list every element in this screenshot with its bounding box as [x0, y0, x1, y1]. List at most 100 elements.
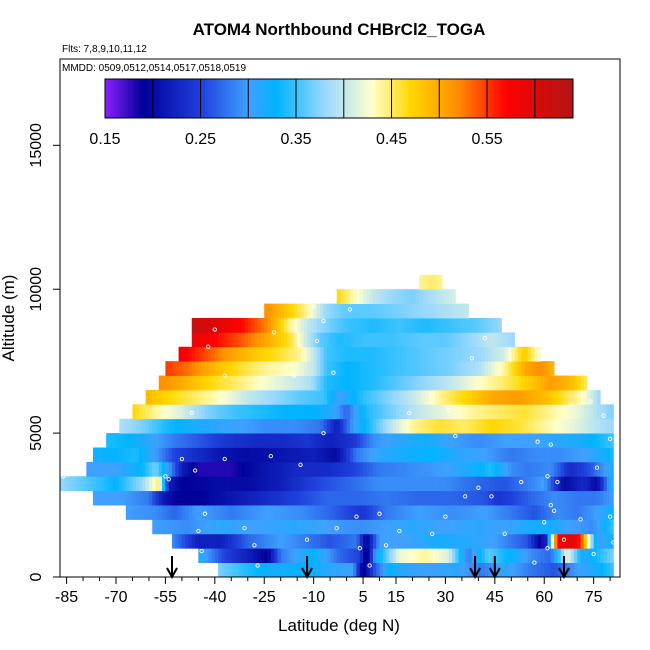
heatmap-cell [425, 562, 430, 578]
heatmap-cell [382, 490, 387, 506]
heatmap-cell [224, 533, 229, 549]
heatmap-cell [132, 461, 137, 477]
heatmap-cell [560, 533, 565, 549]
heatmap-cell [376, 461, 380, 477]
heatmap-cell [310, 461, 315, 477]
heatmap-cell [280, 361, 285, 376]
heatmap-cell [405, 361, 410, 376]
heatmap-cell [135, 433, 140, 448]
heatmap-cell [428, 548, 433, 564]
heatmap-cell [438, 274, 443, 290]
heatmap-cell [471, 505, 476, 520]
heatmap-cell [290, 361, 295, 376]
heatmap-cell [231, 332, 235, 348]
heatmap-cell [590, 389, 595, 405]
heatmap-cell [560, 505, 565, 520]
heatmap-cell [402, 433, 407, 448]
heatmap-cell [297, 519, 301, 535]
heatmap-cell [346, 332, 351, 348]
heatmap-cell [346, 476, 351, 492]
heatmap-cell [488, 433, 492, 448]
colorbar-swatch [543, 79, 548, 118]
heatmap-cell [521, 505, 525, 520]
heatmap-cell [405, 418, 410, 434]
heatmap-cell [603, 418, 608, 434]
heatmap-cell [211, 461, 216, 477]
heatmap-cell [204, 505, 209, 520]
heatmap-cell [587, 562, 591, 578]
heatmap-cell [353, 519, 357, 535]
heatmap-cell [198, 447, 203, 463]
heatmap-cell [251, 490, 255, 506]
sample-point [407, 410, 412, 416]
heatmap-cell [517, 461, 522, 477]
heatmap-cell [570, 562, 575, 578]
heatmap-cell [277, 318, 282, 333]
heatmap-cell [343, 318, 347, 333]
heatmap-cell [224, 548, 229, 564]
heatmap-cell [567, 548, 571, 564]
heatmap-cell [461, 562, 466, 578]
heatmap-cell [208, 447, 212, 463]
colorbar-swatch [435, 79, 439, 118]
heatmap-cell [511, 519, 515, 535]
heatmap-cell [280, 433, 285, 448]
heatmap-cell [547, 447, 552, 463]
heatmap-cell [465, 389, 469, 405]
heatmap-cell [340, 418, 344, 434]
heatmap-cell [228, 519, 232, 535]
heatmap-cell [109, 447, 114, 463]
heatmap-cell [415, 476, 420, 492]
heatmap-cell [129, 461, 133, 477]
heatmap-cell [547, 389, 552, 405]
heatmap-cell [564, 447, 568, 463]
heatmap-cell [399, 476, 403, 492]
heatmap-cell [521, 404, 525, 420]
heatmap-cell [481, 418, 486, 434]
heatmap-cell [468, 447, 473, 463]
heatmap-cell [366, 447, 371, 463]
heatmap-cell [356, 303, 361, 319]
heatmap-cell [218, 433, 222, 448]
heatmap-cell [195, 375, 199, 391]
heatmap-cell [425, 361, 430, 376]
y-tick-label: 15000 [28, 123, 45, 168]
heatmap-cell [260, 533, 265, 549]
heatmap-cell [92, 461, 97, 477]
heatmap-cell [577, 447, 581, 463]
heatmap-cell [531, 548, 535, 564]
heatmap-cell [382, 447, 387, 463]
heatmap-cell [247, 389, 252, 405]
y-axis-label: Altitude (m) [0, 275, 18, 362]
heatmap-cell [448, 548, 453, 564]
y-tick-label: 5000 [28, 415, 45, 451]
heatmap-cell [511, 548, 515, 564]
heatmap-cell [494, 389, 499, 405]
heatmap-cell [494, 490, 499, 506]
heatmap-cell [379, 375, 384, 391]
heatmap-cell [274, 375, 278, 391]
heatmap-cell [419, 332, 423, 348]
colorbar-swatch [268, 79, 273, 118]
heatmap-cell [181, 404, 186, 420]
heatmap-cell [211, 447, 216, 463]
heatmap-cell [461, 418, 466, 434]
heatmap-cell [231, 375, 235, 391]
heatmap-cell [590, 476, 595, 492]
heatmap-cell [158, 505, 163, 520]
heatmap-cell [573, 533, 578, 549]
heatmap-cell [188, 361, 193, 376]
heatmap-cell [596, 476, 601, 492]
heatmap-cell [198, 332, 203, 348]
heatmap-cell [307, 346, 311, 362]
heatmap-cell [540, 562, 545, 578]
colorbar-swatch [140, 79, 144, 118]
heatmap-cell [297, 562, 301, 578]
heatmap-cell [448, 303, 453, 319]
heatmap-cell [432, 303, 436, 319]
heatmap-cell [359, 461, 364, 477]
heatmap-cell [468, 361, 473, 376]
heatmap-cell [372, 389, 377, 405]
heatmap-cell [369, 490, 374, 506]
heatmap-cell [228, 318, 232, 333]
